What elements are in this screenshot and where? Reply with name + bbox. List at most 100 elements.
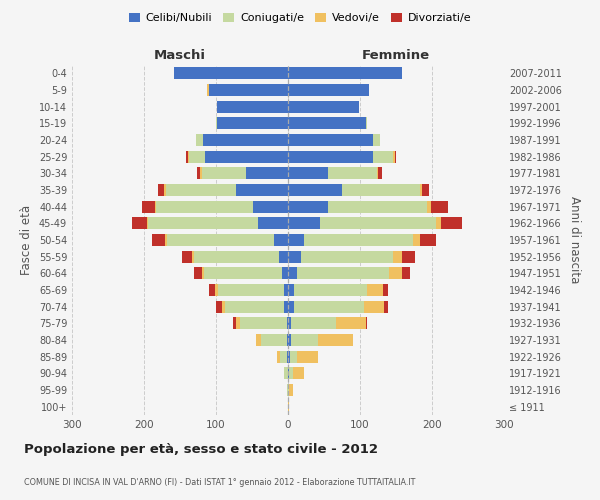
Bar <box>288 234 304 246</box>
Bar <box>403 250 415 262</box>
Bar <box>280 250 288 262</box>
Bar <box>155 200 156 212</box>
Bar <box>378 168 382 179</box>
Bar <box>196 134 203 146</box>
Bar <box>209 84 288 96</box>
Bar <box>233 318 236 330</box>
Bar <box>277 350 280 362</box>
Bar <box>393 150 395 162</box>
Bar <box>288 134 373 146</box>
Bar <box>262 334 287 346</box>
Bar <box>288 118 366 130</box>
Bar <box>288 318 291 330</box>
Bar <box>194 268 202 280</box>
Bar <box>395 150 396 162</box>
Bar <box>421 234 436 246</box>
Bar <box>288 150 373 162</box>
Bar <box>217 100 288 112</box>
Bar <box>294 284 367 296</box>
Y-axis label: Anni di nascita: Anni di nascita <box>568 196 581 284</box>
Bar <box>274 234 288 246</box>
Bar <box>304 234 413 246</box>
Bar <box>290 350 298 362</box>
Bar <box>288 368 289 380</box>
Bar <box>215 284 218 296</box>
Bar <box>284 284 288 296</box>
Bar <box>236 184 288 196</box>
Bar <box>284 368 288 380</box>
Bar <box>287 384 288 396</box>
Bar <box>291 318 335 330</box>
Bar <box>164 184 166 196</box>
Bar <box>236 318 240 330</box>
Bar <box>258 218 288 230</box>
Bar <box>420 184 422 196</box>
Bar <box>288 284 294 296</box>
Bar <box>156 200 253 212</box>
Bar <box>298 350 317 362</box>
Bar <box>373 150 393 162</box>
Bar <box>289 368 293 380</box>
Bar <box>194 250 280 262</box>
Bar <box>335 318 366 330</box>
Bar <box>280 350 287 362</box>
Bar <box>288 184 342 196</box>
Bar <box>240 318 287 330</box>
Bar <box>318 334 353 346</box>
Bar <box>288 268 296 280</box>
Bar <box>364 300 385 312</box>
Bar <box>389 268 402 280</box>
Bar <box>442 218 461 230</box>
Bar <box>246 168 288 179</box>
Bar <box>402 268 410 280</box>
Bar <box>288 218 320 230</box>
Bar <box>287 350 288 362</box>
Bar <box>216 118 217 130</box>
Bar <box>342 184 420 196</box>
Bar <box>296 268 389 280</box>
Bar <box>222 300 226 312</box>
Bar <box>282 268 288 280</box>
Bar <box>294 300 364 312</box>
Bar <box>152 234 165 246</box>
Bar <box>148 218 258 230</box>
Bar <box>200 168 202 179</box>
Bar <box>291 334 318 346</box>
Bar <box>167 234 274 246</box>
Bar <box>256 334 262 346</box>
Legend: Celibi/Nubili, Coniugati/e, Vedovi/e, Divorziati/e: Celibi/Nubili, Coniugati/e, Vedovi/e, Di… <box>124 8 476 28</box>
Bar <box>209 284 215 296</box>
Bar <box>373 134 380 146</box>
Bar <box>158 184 164 196</box>
Bar <box>205 268 282 280</box>
Bar <box>431 200 448 212</box>
Bar <box>202 168 246 179</box>
Bar <box>174 68 288 80</box>
Bar <box>385 300 388 312</box>
Bar <box>366 118 367 130</box>
Bar <box>288 350 290 362</box>
Bar <box>203 134 288 146</box>
Bar <box>208 84 209 96</box>
Bar <box>366 318 367 330</box>
Bar <box>142 200 155 212</box>
Bar <box>320 218 436 230</box>
Bar <box>182 250 192 262</box>
Bar <box>393 250 403 262</box>
Bar <box>133 218 147 230</box>
Bar <box>284 300 288 312</box>
Text: COMUNE DI INCISA IN VAL D'ARNO (FI) - Dati ISTAT 1° gennaio 2012 - Elaborazione : COMUNE DI INCISA IN VAL D'ARNO (FI) - Da… <box>24 478 415 487</box>
Bar <box>226 300 284 312</box>
Bar <box>427 200 431 212</box>
Bar <box>288 250 301 262</box>
Y-axis label: Fasce di età: Fasce di età <box>20 205 33 275</box>
Bar <box>422 184 429 196</box>
Bar <box>413 234 421 246</box>
Bar <box>289 384 293 396</box>
Bar <box>377 168 378 179</box>
Bar <box>288 384 289 396</box>
Bar <box>188 150 190 162</box>
Bar <box>288 100 359 112</box>
Bar <box>253 200 288 212</box>
Bar <box>205 150 288 162</box>
